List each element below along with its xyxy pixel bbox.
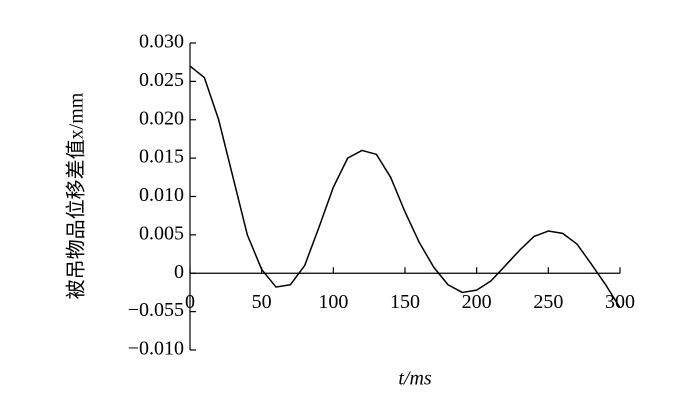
y-tick-label: 0.025	[139, 69, 184, 91]
y-axis-label: 被吊物品位移差值x/mm	[65, 92, 88, 299]
x-axis-label: t/ms	[398, 368, 432, 390]
y-tick-label: 0	[174, 261, 184, 283]
y-tick-label: 0.010	[139, 184, 184, 206]
y-tick-label: 0.020	[139, 107, 184, 129]
y-tick-label: 0.005	[139, 222, 184, 244]
x-tick-label: 50	[252, 291, 272, 313]
x-tick-label: 200	[462, 291, 492, 313]
x-tick-label: 0	[185, 291, 195, 313]
y-tick-label: 0.015	[139, 146, 184, 168]
y-tick-label: −0.010	[128, 338, 184, 360]
x-tick-label: 150	[390, 291, 420, 313]
x-tick-label: 100	[318, 291, 348, 313]
y-tick-label: 0.030	[139, 31, 184, 53]
data-line	[189, 65, 621, 309]
x-tick-label: 300	[605, 291, 635, 313]
x-tick-label: 250	[533, 291, 563, 313]
y-tick-label: −0.055	[128, 299, 184, 321]
